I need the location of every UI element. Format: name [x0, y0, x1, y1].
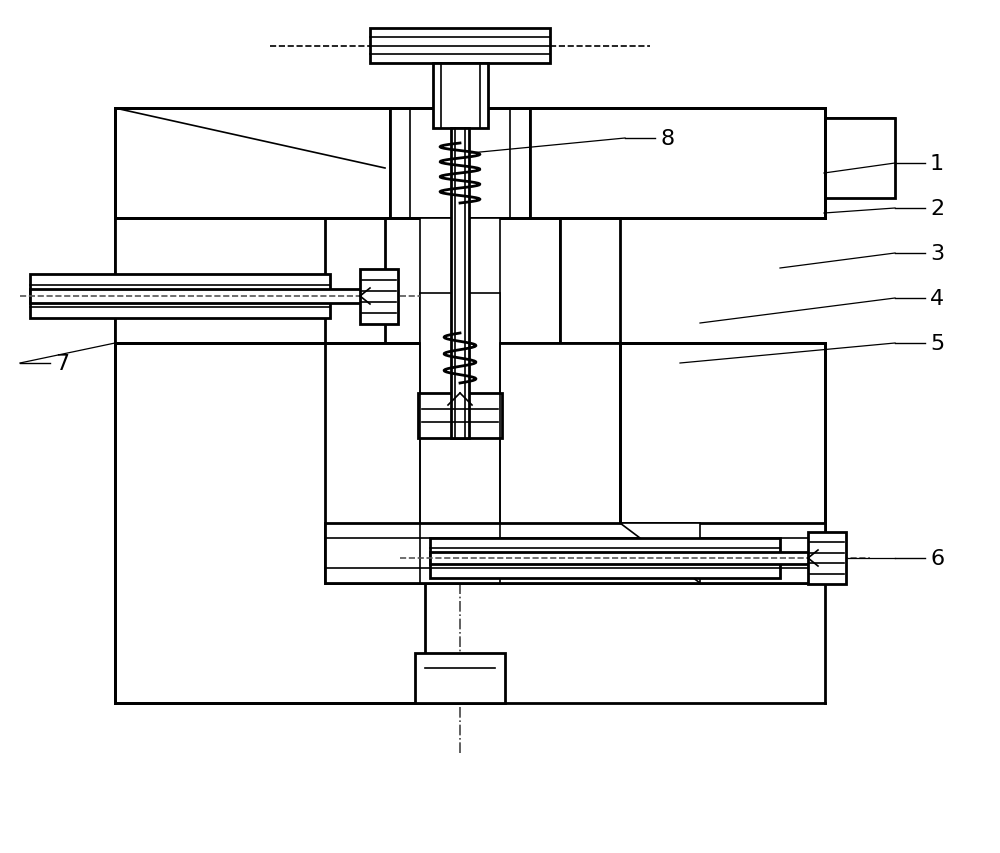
- Text: 6: 6: [930, 548, 944, 568]
- Polygon shape: [620, 524, 700, 583]
- Bar: [433, 64, 488, 129]
- Text: 2: 2: [930, 199, 944, 218]
- Bar: [115, 344, 425, 703]
- Bar: [30, 290, 390, 304]
- Bar: [415, 653, 505, 703]
- Bar: [825, 119, 895, 199]
- Bar: [325, 218, 385, 344]
- Bar: [418, 393, 502, 438]
- Text: 5: 5: [930, 334, 944, 354]
- Polygon shape: [625, 524, 695, 578]
- Bar: [451, 129, 469, 438]
- Bar: [620, 344, 825, 583]
- Bar: [620, 344, 825, 583]
- Bar: [115, 109, 390, 218]
- Bar: [420, 293, 500, 583]
- Bar: [30, 275, 330, 319]
- Text: 3: 3: [930, 244, 944, 264]
- Bar: [560, 218, 620, 344]
- Bar: [560, 218, 620, 344]
- Text: 7: 7: [55, 354, 69, 374]
- Bar: [325, 344, 620, 583]
- Bar: [115, 218, 430, 344]
- Bar: [420, 218, 500, 344]
- Bar: [530, 109, 825, 218]
- Text: 4: 4: [930, 288, 944, 309]
- Bar: [390, 109, 530, 218]
- Bar: [115, 109, 390, 218]
- Bar: [325, 524, 825, 583]
- Bar: [370, 29, 550, 64]
- Bar: [530, 109, 825, 218]
- Text: 8: 8: [660, 129, 674, 148]
- Bar: [825, 119, 895, 199]
- Bar: [115, 218, 430, 344]
- Bar: [808, 532, 846, 584]
- Text: 1: 1: [930, 154, 944, 174]
- Bar: [115, 344, 425, 703]
- Bar: [430, 538, 780, 578]
- Bar: [325, 218, 385, 344]
- Bar: [360, 270, 398, 325]
- Bar: [325, 344, 620, 583]
- Bar: [430, 553, 840, 565]
